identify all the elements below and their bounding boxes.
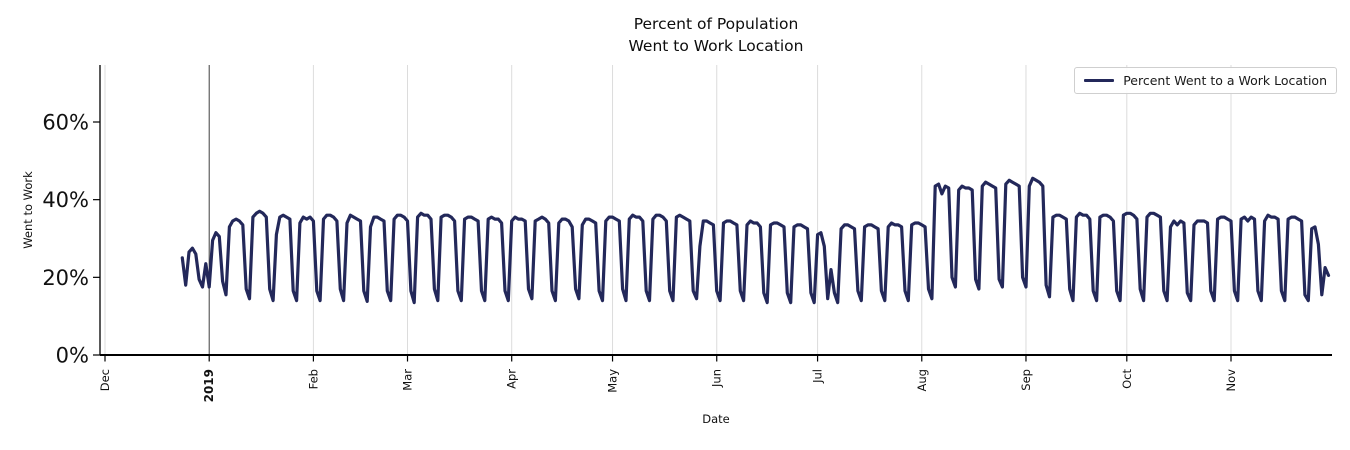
- legend-line-swatch: [1084, 78, 1115, 83]
- x-tick-label: Nov: [1224, 369, 1238, 392]
- x-tick-label: Dec: [98, 369, 112, 391]
- x-tick-label: May: [606, 369, 620, 393]
- chart-title-line2: Went to Work Location: [628, 36, 804, 55]
- y-tick-label: 40%: [42, 188, 89, 212]
- y-tick-label: 0%: [56, 344, 89, 368]
- x-tick-label: Sep: [1019, 369, 1033, 391]
- y-tick-label: 20%: [42, 266, 89, 290]
- legend-label: Percent Went to a Work Location: [1123, 73, 1327, 88]
- x-tick-label: Aug: [915, 369, 929, 391]
- chart-title: Percent of Population Went to Work Locat…: [100, 14, 1332, 57]
- data-line-percent-went-to-work: [180, 176, 1331, 305]
- legend: Percent Went to a Work Location: [1074, 67, 1337, 94]
- x-tick-label: 2019: [202, 369, 216, 402]
- x-tick-label: Oct: [1120, 369, 1134, 389]
- x-tick-label: Jul: [811, 369, 825, 384]
- x-tick-label: Jun: [710, 369, 724, 388]
- y-tick-label: 60%: [42, 111, 89, 135]
- x-axis-label: Date: [702, 412, 730, 426]
- x-tick-label: Mar: [401, 369, 415, 391]
- x-tick-label: Apr: [505, 369, 519, 389]
- x-tick-label: Feb: [306, 369, 320, 389]
- chart-title-line1: Percent of Population: [633, 15, 799, 33]
- y-axis-label: Went to Work: [21, 171, 35, 249]
